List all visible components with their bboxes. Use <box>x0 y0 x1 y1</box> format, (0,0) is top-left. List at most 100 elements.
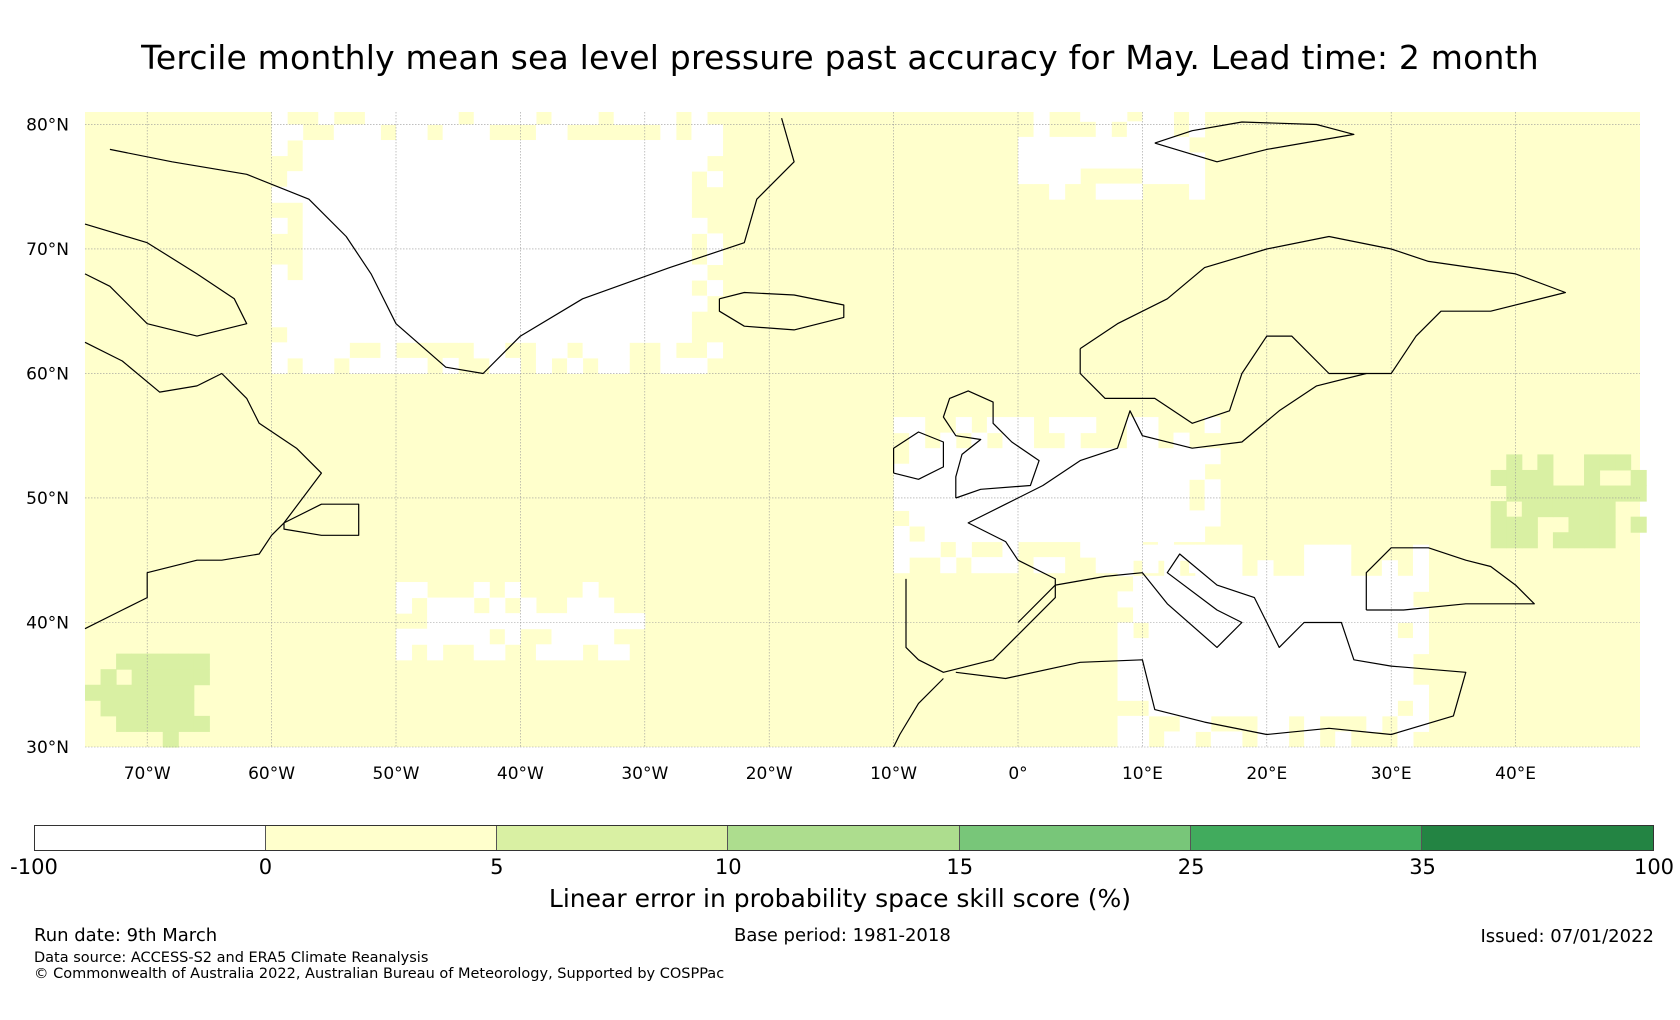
map-cell-greenland-interior <box>520 233 537 250</box>
map-cell-mediterranean <box>1381 638 1398 655</box>
map-cell-mid-atlantic-patch <box>551 613 568 630</box>
map-cell-mediterranean <box>1133 669 1150 686</box>
map-cell-greenland-interior <box>551 264 568 281</box>
lon-tick-label: 70°W <box>124 764 171 784</box>
map-cell-greenland-interior <box>613 233 630 250</box>
map-cell-greenland-interior <box>567 326 584 343</box>
map-cell-greenland-interior <box>613 108 630 125</box>
map-cell-greenland-interior <box>551 171 568 188</box>
colorbar-segment <box>959 826 1191 850</box>
map-cell-greenland-interior <box>613 202 630 219</box>
map-cell-mediterranean <box>1226 669 1243 686</box>
map-cell-greenland-interior <box>411 202 428 219</box>
map-cell-mediterranean <box>1288 606 1305 623</box>
map-cell-greenland-interior <box>364 357 381 374</box>
map-cell-greenland-interior <box>598 295 615 312</box>
map-cell-greenland-interior <box>660 342 677 359</box>
map-cell-greenland-interior <box>349 155 366 172</box>
map-cell-north-sea-band <box>909 448 926 465</box>
map-cell-canada-green <box>100 700 117 717</box>
map-cell-svalbard-sea <box>1189 152 1206 169</box>
map-cell-mediterranean <box>1241 622 1258 639</box>
map-cell-greenland-interior <box>427 280 444 297</box>
map-cell-greenland-interior <box>644 248 661 266</box>
map-cell-mediterranean <box>1179 684 1196 701</box>
map-cell-greenland-interior <box>396 311 413 328</box>
map-cell-mediterranean <box>1117 715 1134 732</box>
map-cell-mid-atlantic-patch <box>613 613 630 630</box>
map-cell-greenland-interior <box>271 186 288 203</box>
map-cell-north-sea-band <box>1033 448 1050 465</box>
map-cell-mediterranean <box>1381 653 1398 670</box>
map-cell-svalbard-sea <box>1033 168 1050 185</box>
map-cell-svalbard-sea <box>1126 183 1143 200</box>
map-cell-north-sea-band <box>1095 525 1112 543</box>
map-cell-greenland-interior <box>535 248 552 266</box>
map-cell-greenland-interior <box>489 171 506 188</box>
map-cell-mediterranean <box>1241 638 1258 655</box>
map-cell-mediterranean <box>1335 622 1352 639</box>
map-cell-greenland-interior <box>364 124 381 141</box>
map-cell-greenland-interior <box>349 295 366 312</box>
map-cell-greenland-interior <box>535 264 552 281</box>
map-cell-canada-green <box>116 700 133 717</box>
map-cell-greenland-interior <box>364 202 381 219</box>
lon-tick-label: 50°W <box>373 764 420 784</box>
map-cell-greenland-interior <box>567 311 584 328</box>
map-cell-greenland-interior <box>520 217 537 234</box>
map-cell-greenland-interior <box>473 155 490 172</box>
map-panel: 80°N 70°N 60°N 50°N 40°N 30°N 70°W 60°W 50°W 40°W… <box>26 105 1647 784</box>
map-cell-mediterranean <box>1148 575 1165 592</box>
map-cell-mediterranean <box>1148 669 1165 686</box>
map-cell-greenland-interior <box>349 140 366 157</box>
map-cell-north-sea-band <box>1157 479 1174 496</box>
map-cell-mediterranean <box>1226 560 1243 577</box>
map-cell-greenland-interior <box>427 326 444 343</box>
map-cell-mediterranean <box>1179 731 1196 748</box>
map-cell-greenland-interior <box>675 295 692 312</box>
map-cell-north-sea-band <box>1018 525 1035 543</box>
map-cell-mid-atlantic-patch <box>427 613 444 630</box>
map-cell-svalbard-sea <box>1064 168 1081 185</box>
map-cell-mediterranean <box>1350 669 1367 686</box>
map-cell-north-sea-band <box>893 463 910 480</box>
copyright: © Commonwealth of Australia 2022, Austra… <box>34 966 725 982</box>
map-cell-greenland-interior <box>660 264 677 281</box>
map-cell-north-sea-band <box>986 463 1003 480</box>
map-cell-greenland-interior <box>458 248 475 266</box>
map-cell-mediterranean <box>1117 731 1134 748</box>
map-cell-svalbard-sea <box>1173 152 1190 169</box>
map-cell-greenland-interior <box>520 280 537 297</box>
scandinavia-coast <box>1079 235 1567 424</box>
map-cell-mediterranean <box>1195 622 1212 639</box>
map-cell-greenland-interior <box>442 171 459 188</box>
map-cell-mediterranean <box>1226 684 1243 701</box>
map-cell-svalbard-sea <box>1049 168 1066 185</box>
map-cell-greenland-interior <box>567 155 584 172</box>
map-cell-svalbard-sea <box>1080 152 1097 169</box>
map-cell-svalbard-sea <box>1142 105 1159 122</box>
map-cell-greenland-interior <box>644 186 661 203</box>
map-cell-greenland-interior <box>458 264 475 281</box>
map-cell-north-sea-band <box>1126 448 1143 465</box>
map-cell-greenland-interior <box>396 280 413 297</box>
map-cell-greenland-interior <box>349 248 366 266</box>
map-cell-greenland-interior <box>644 295 661 312</box>
lat-tick-label: 70°N <box>26 240 69 260</box>
map-cell-mediterranean <box>1366 575 1383 592</box>
map-cell-greenland-interior <box>551 311 568 328</box>
map-cell-mediterranean <box>1319 560 1336 577</box>
map-cell-greenland-interior <box>333 155 350 172</box>
map-cell-mediterranean <box>1195 715 1212 732</box>
map-cell-greenland-interior <box>567 357 584 374</box>
map-cell-greenland-interior <box>473 264 490 281</box>
map-cell-greenland-interior <box>396 155 413 172</box>
map-cell-north-sea-band <box>986 479 1003 496</box>
map-cell-north-sea-band <box>1157 510 1174 527</box>
map-cell-greenland-interior <box>598 233 615 250</box>
ireland-coast <box>892 431 945 480</box>
map-cell-north-sea-band <box>1080 525 1097 543</box>
map-cell-mediterranean <box>1350 591 1367 608</box>
map-cell-svalbard-sea <box>1095 152 1112 169</box>
europe-west-coast <box>905 372 1367 673</box>
